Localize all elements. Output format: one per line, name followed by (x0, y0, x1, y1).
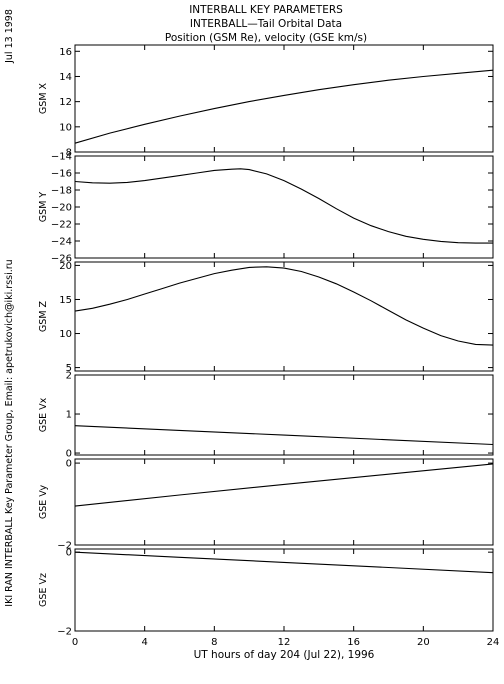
x-tick-label: 4 (141, 637, 147, 648)
x-axis-label: UT hours of day 204 (Jul 22), 1996 (194, 649, 375, 661)
y-tick-label: 0 (66, 459, 72, 470)
y-tick-label: 8 (66, 148, 72, 159)
y-tick-label: 20 (59, 261, 72, 272)
y-tick-label: −24 (51, 237, 72, 248)
x-tick-label: 8 (211, 637, 217, 648)
y-tick-label: 0 (66, 548, 72, 559)
x-tick-label: 24 (487, 637, 500, 648)
y-tick-label: −18 (51, 186, 72, 197)
y-tick-label: 5 (66, 363, 72, 374)
y-tick-label: −26 (51, 254, 72, 265)
series-line (74, 69, 494, 144)
y-tick-label: −14 (51, 152, 72, 163)
y-tick-label: 15 (59, 295, 72, 306)
y-tick-label: 16 (59, 47, 72, 58)
series-line (74, 168, 493, 244)
series-line (74, 266, 494, 346)
x-tick-label: 20 (417, 637, 430, 648)
y-axis-label: GSM Y (38, 192, 49, 223)
side-date-label: Jul 13 1998 (4, 9, 15, 64)
x-tick-label: 16 (347, 637, 360, 648)
y-tick-label: 10 (59, 122, 72, 133)
side-credit-label: IKI RAN INTERBALL Key Parameter Group, E… (4, 259, 15, 606)
x-tick-label: 12 (278, 637, 291, 648)
y-tick-label: −2 (57, 541, 72, 552)
y-axis-label: GSE Vy (38, 484, 49, 519)
y-tick-label: −22 (51, 220, 72, 231)
y-axis-label: GSE Vx (38, 397, 49, 432)
y-tick-label: −20 (51, 203, 72, 214)
y-axis-label: GSM X (38, 82, 49, 114)
y-tick-label: −16 (51, 169, 72, 180)
y-tick-label: 12 (59, 97, 72, 108)
y-axis-label: GSM Z (38, 300, 49, 332)
series-line (74, 463, 494, 507)
y-tick-label: −2 (57, 627, 72, 638)
y-tick-label: 1 (66, 410, 72, 421)
chart-title-line-3: Position (GSM Re), velocity (GSE km/s) (165, 32, 367, 44)
y-tick-label: 0 (66, 449, 72, 460)
series-line (74, 425, 494, 446)
chart-title-line-1: INTERBALL KEY PARAMETERS (189, 4, 343, 16)
y-tick-label: 14 (59, 72, 72, 83)
y-tick-label: 2 (66, 371, 72, 382)
y-axis-label: GSE Vz (38, 573, 49, 607)
y-tick-label: 10 (59, 329, 72, 340)
chart-title-line-2: INTERBALL—Tail Orbital Data (190, 18, 342, 30)
series-line (74, 551, 494, 574)
x-tick-label: 0 (72, 637, 78, 648)
